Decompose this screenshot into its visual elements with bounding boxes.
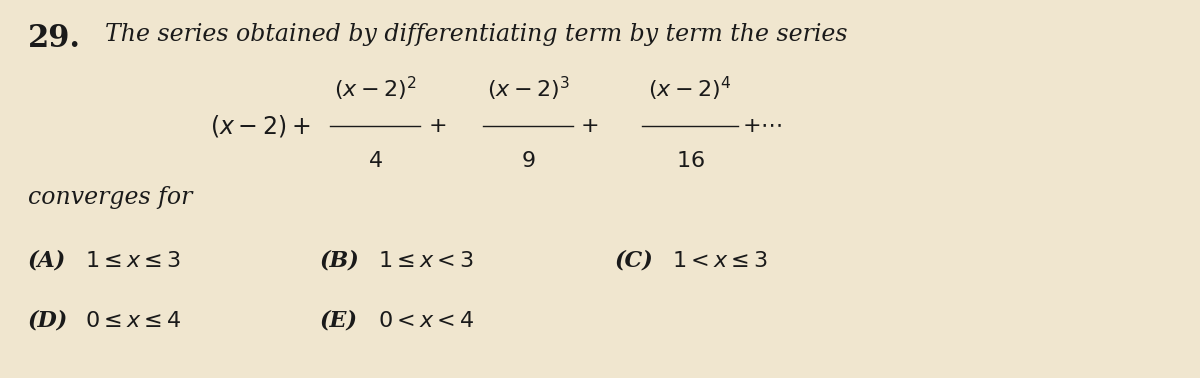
Text: $+$: $+$ [580, 115, 599, 137]
Text: $(x-2)^3$: $(x-2)^3$ [487, 75, 569, 103]
Text: $16$: $16$ [676, 150, 704, 172]
Text: (A): (A) [28, 250, 66, 272]
Text: (C): (C) [616, 250, 654, 272]
Text: $0 < x < 4$: $0 < x < 4$ [378, 310, 475, 332]
Text: $+$: $+$ [428, 115, 446, 137]
Text: $(x-2)+$: $(x-2)+$ [210, 113, 311, 139]
Text: 29.: 29. [28, 23, 82, 54]
Text: $1 \leq x < 3$: $1 \leq x < 3$ [378, 250, 474, 272]
Text: $(x-2)^4$: $(x-2)^4$ [648, 75, 732, 103]
Text: $(x-2)^2$: $(x-2)^2$ [334, 75, 416, 103]
Text: $1 \leq x \leq 3$: $1 \leq x \leq 3$ [85, 250, 181, 272]
Text: $9$: $9$ [521, 150, 535, 172]
Text: $+\cdots$: $+\cdots$ [742, 115, 782, 137]
Text: (D): (D) [28, 310, 68, 332]
Text: $4$: $4$ [367, 150, 383, 172]
Text: $0 \leq x \leq 4$: $0 \leq x \leq 4$ [85, 310, 182, 332]
Text: converges for: converges for [28, 186, 192, 209]
Text: $1 < x \leq 3$: $1 < x \leq 3$ [672, 250, 768, 272]
Text: (E): (E) [320, 310, 358, 332]
Text: The series obtained by differentiating term by term the series: The series obtained by differentiating t… [106, 23, 847, 46]
Text: (B): (B) [320, 250, 360, 272]
